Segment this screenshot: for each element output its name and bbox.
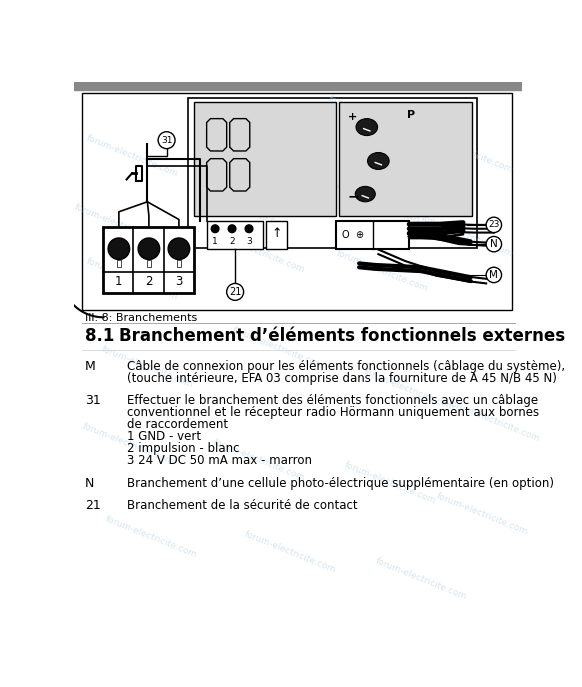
Text: 1: 1 — [115, 275, 123, 289]
Text: 3: 3 — [246, 237, 252, 247]
Text: forum-electricite.com: forum-electricite.com — [197, 187, 291, 232]
Circle shape — [168, 238, 190, 260]
Text: 23: 23 — [488, 221, 499, 229]
Text: forum-electricite.com: forum-electricite.com — [343, 460, 437, 506]
Bar — [266, 221, 288, 249]
Text: forum-electricite.com: forum-electricite.com — [197, 106, 291, 151]
Text: forum-electricite.com: forum-electricite.com — [243, 530, 337, 575]
Bar — [339, 102, 471, 216]
Text: forum-electricite.com: forum-electricite.com — [335, 249, 430, 293]
Bar — [147, 260, 151, 267]
Text: forum-electricite.com: forum-electricite.com — [435, 491, 530, 536]
Text: 1 GND - vert: 1 GND - vert — [126, 430, 201, 443]
Text: Effectuer le branchement des éléments fonctionnels avec un câblage: Effectuer le branchement des éléments fo… — [126, 394, 538, 407]
Text: forum-electricite.com: forum-electricite.com — [420, 214, 514, 259]
Text: forum-electricite.com: forum-electricite.com — [85, 133, 179, 178]
Text: forum-electricite.com: forum-electricite.com — [212, 229, 306, 274]
Text: Branchement d’éléments fonctionnels externes: Branchement d’éléments fonctionnels exte… — [119, 326, 565, 344]
Text: 2 impulsion - blanc: 2 impulsion - blanc — [126, 442, 239, 455]
Text: de raccordement: de raccordement — [126, 418, 228, 431]
Text: forum-electricite.com: forum-electricite.com — [81, 422, 175, 467]
Text: 8.1: 8.1 — [85, 326, 114, 344]
Circle shape — [211, 225, 219, 233]
Text: ↑: ↑ — [271, 227, 282, 240]
Text: Câble de connexion pour les éléments fonctionnels (câblage du système),: Câble de connexion pour les éléments fon… — [126, 359, 565, 372]
Text: 1: 1 — [212, 237, 218, 247]
Ellipse shape — [355, 186, 375, 202]
Circle shape — [228, 225, 236, 233]
Text: 2: 2 — [145, 275, 152, 289]
Bar — [207, 221, 263, 249]
Bar — [116, 260, 121, 267]
Text: 2: 2 — [229, 237, 235, 247]
Text: forum-electricite.com: forum-electricite.com — [374, 556, 468, 602]
Text: Ill. 8: Branchements: Ill. 8: Branchements — [85, 313, 197, 324]
Text: M: M — [489, 270, 498, 280]
Text: forum-electricite.com: forum-electricite.com — [212, 437, 306, 482]
Text: forum-electricite.com: forum-electricite.com — [73, 203, 168, 247]
Text: 31: 31 — [161, 136, 172, 145]
Circle shape — [138, 238, 159, 260]
Text: 21: 21 — [229, 287, 242, 297]
Text: N: N — [85, 477, 94, 490]
Text: +: + — [347, 112, 357, 122]
Bar — [74, 82, 523, 90]
Text: 3 24 V DC 50 mA max - marron: 3 24 V DC 50 mA max - marron — [126, 454, 311, 467]
Bar — [82, 93, 512, 311]
Text: forum-electricite.com: forum-electricite.com — [104, 514, 198, 559]
Text: M: M — [85, 359, 95, 372]
Text: conventionnel et le récepteur radio Hörmann uniquement aux bornes: conventionnel et le récepteur radio Hörm… — [126, 406, 539, 419]
Circle shape — [245, 225, 253, 233]
Ellipse shape — [368, 153, 389, 170]
Text: P: P — [407, 110, 415, 120]
Text: forum-electricite.com: forum-electricite.com — [420, 129, 514, 174]
Bar — [336, 221, 409, 249]
Text: Branchement d’une cellule photo-électrique supplémentaire (en option): Branchement d’une cellule photo-électriq… — [126, 477, 553, 490]
Text: forum-electricite.com: forum-electricite.com — [100, 345, 194, 390]
Circle shape — [108, 238, 130, 260]
Text: forum-electricite.com: forum-electricite.com — [362, 368, 456, 413]
Text: N: N — [490, 239, 498, 249]
Text: 3: 3 — [175, 275, 183, 289]
Circle shape — [486, 217, 502, 233]
Text: forum-electricite.com: forum-electricite.com — [327, 179, 422, 225]
Circle shape — [486, 267, 502, 282]
Text: 31: 31 — [85, 394, 101, 407]
Text: 21: 21 — [85, 499, 101, 513]
Text: forum-electricite.com: forum-electricite.com — [231, 326, 325, 371]
Bar — [188, 98, 477, 248]
Text: −: − — [347, 190, 359, 203]
Bar — [194, 102, 336, 216]
Text: forum-electricite.com: forum-electricite.com — [446, 398, 541, 444]
Bar — [176, 260, 181, 267]
Ellipse shape — [356, 119, 378, 135]
Bar — [104, 227, 194, 293]
Text: (touche intérieure, EFA 03 comprise dans la fourniture de A 45 N/B 45 N): (touche intérieure, EFA 03 comprise dans… — [126, 372, 556, 385]
Text: forum-electricite.com: forum-electricite.com — [85, 256, 179, 302]
Circle shape — [158, 132, 175, 148]
Circle shape — [226, 284, 244, 300]
Circle shape — [486, 236, 502, 252]
Text: O: O — [342, 230, 349, 240]
Text: forum-electricite.com: forum-electricite.com — [327, 95, 422, 139]
Text: Branchement de la sécurité de contact: Branchement de la sécurité de contact — [126, 499, 357, 513]
Text: ⊕: ⊕ — [355, 230, 363, 240]
